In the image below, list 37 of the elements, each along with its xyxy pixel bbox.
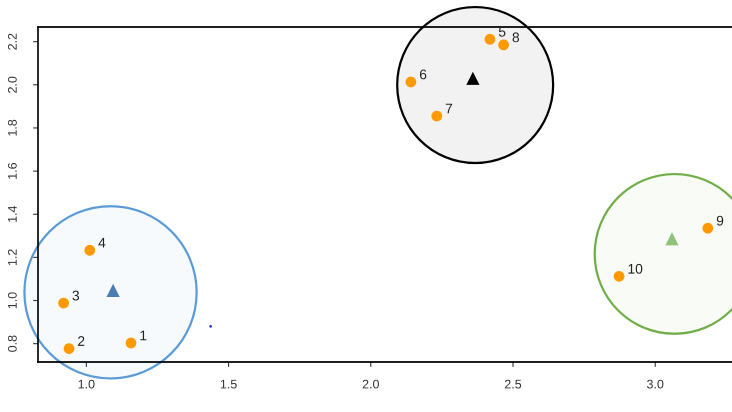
point bbox=[466, 72, 480, 85]
point bbox=[665, 232, 679, 246]
point bbox=[209, 325, 212, 328]
x-tick-label: 1.5 bbox=[220, 380, 237, 389]
x-tick-label: 2.0 bbox=[362, 380, 379, 389]
annotation: 2 bbox=[78, 336, 84, 346]
annotation: 9 bbox=[716, 216, 724, 226]
x-tick-label: 1.0 bbox=[78, 380, 95, 389]
y-tick-label: 1.4 bbox=[8, 206, 17, 222]
annotation: 10 bbox=[628, 264, 642, 274]
point bbox=[406, 76, 416, 88]
point bbox=[126, 338, 136, 348]
annotation: 3 bbox=[72, 290, 80, 300]
point bbox=[84, 244, 96, 256]
annotation: 4 bbox=[98, 238, 106, 248]
x-tick-label: 2.5 bbox=[504, 380, 522, 389]
x-tick-label: 3.0 bbox=[646, 380, 664, 389]
point bbox=[614, 270, 624, 282]
annotation: 8 bbox=[512, 32, 520, 42]
y-tick-label: 1.6 bbox=[8, 162, 17, 179]
annotation: 6 bbox=[420, 70, 426, 80]
y-tick-label: 1.0 bbox=[8, 292, 17, 308]
y-tick-label: 1.2 bbox=[8, 249, 17, 266]
point bbox=[58, 298, 69, 308]
annotation: 1 bbox=[140, 330, 146, 340]
point bbox=[484, 34, 496, 45]
y-tick-label: 2.2 bbox=[8, 34, 17, 50]
annotation: 5 bbox=[498, 26, 506, 37]
point bbox=[702, 222, 714, 234]
point bbox=[498, 40, 509, 50]
point bbox=[64, 343, 74, 354]
point bbox=[106, 284, 120, 297]
y-tick-label: 1.8 bbox=[8, 120, 17, 136]
y-tick-label: 0.8 bbox=[8, 336, 17, 352]
point bbox=[431, 110, 442, 122]
annotation: 7 bbox=[446, 104, 452, 114]
y-tick-label: 2.0 bbox=[8, 76, 17, 93]
